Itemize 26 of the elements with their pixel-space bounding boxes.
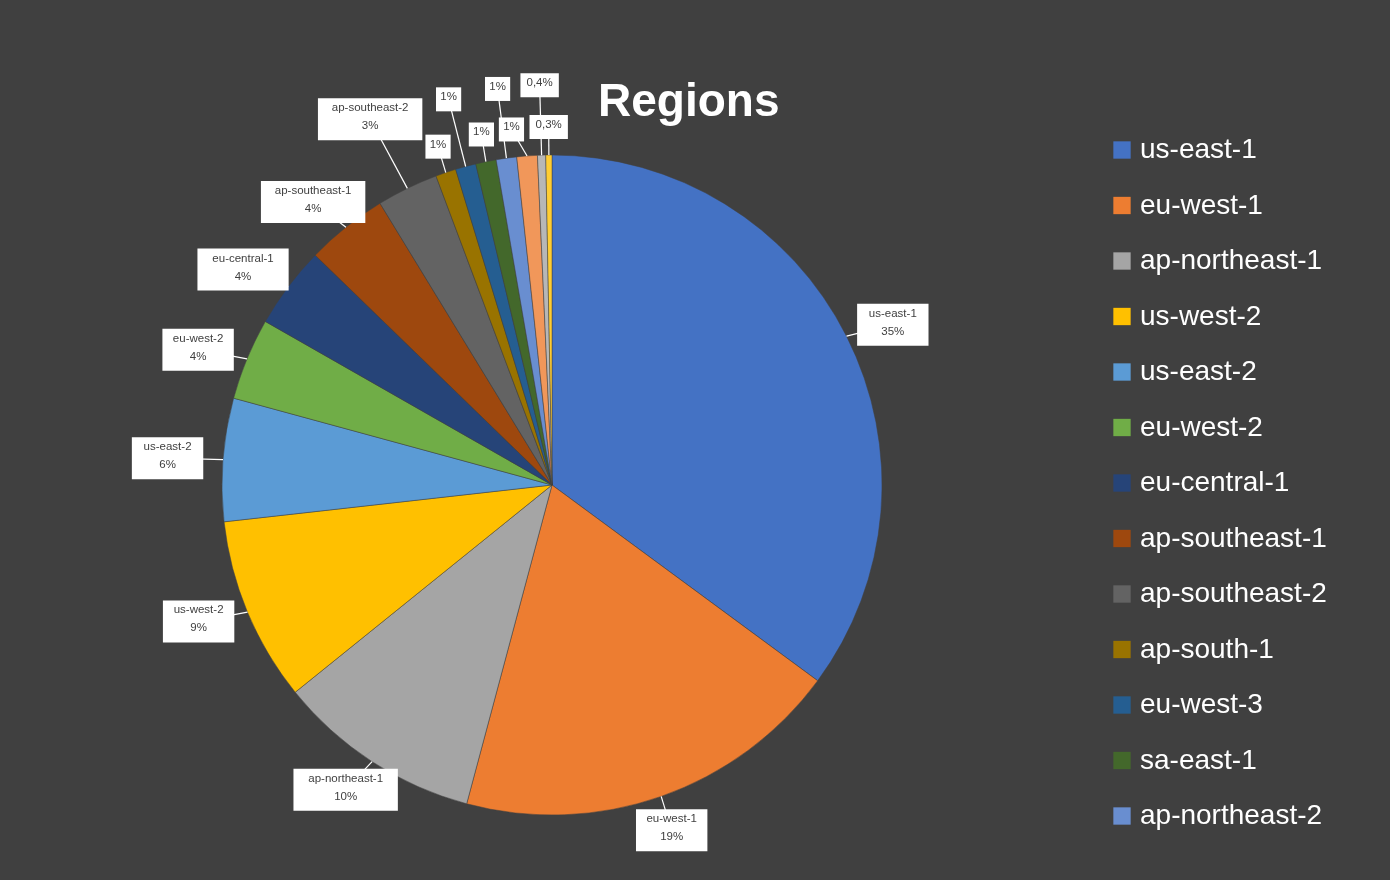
- data-label: 1%: [473, 125, 490, 138]
- legend-label: eu-west-3: [1140, 688, 1263, 719]
- data-label: eu-west-1 19%: [646, 812, 697, 843]
- chart-title: Regions: [598, 74, 780, 126]
- legend-label: ap-southeast-1: [1140, 521, 1327, 553]
- data-label: 1%: [503, 120, 520, 133]
- legend-label: us-west-2: [1140, 299, 1262, 331]
- data-label: eu-central-1 4%: [212, 251, 274, 282]
- data-label: 0,4%: [526, 76, 553, 89]
- data-label: 1%: [440, 90, 457, 103]
- data-label: 1%: [429, 137, 447, 150]
- legend-label: us-east-1: [1140, 133, 1257, 164]
- data-label: 0,3%: [535, 118, 562, 131]
- data-label: us-east-2 6%: [143, 440, 192, 471]
- legend-label: ap-southeast-2: [1140, 577, 1327, 608]
- legend-label: eu-west-2: [1140, 410, 1263, 442]
- legend-label: sa-east-1: [1140, 743, 1257, 775]
- legend-label: us-east-2: [1140, 355, 1257, 386]
- legend-label: eu-central-1: [1140, 466, 1290, 497]
- legend-label: eu-west-1: [1140, 188, 1263, 220]
- data-label: ap-southeast-2 3%: [331, 101, 409, 132]
- legend-label: ap-northeast-2: [1140, 799, 1323, 830]
- legend-label: ap-south-1: [1140, 632, 1274, 664]
- data-label: 1%: [489, 79, 506, 92]
- data-label: ap-southeast-1 4%: [274, 183, 352, 214]
- legend-label: ap-northeast-1: [1140, 244, 1323, 275]
